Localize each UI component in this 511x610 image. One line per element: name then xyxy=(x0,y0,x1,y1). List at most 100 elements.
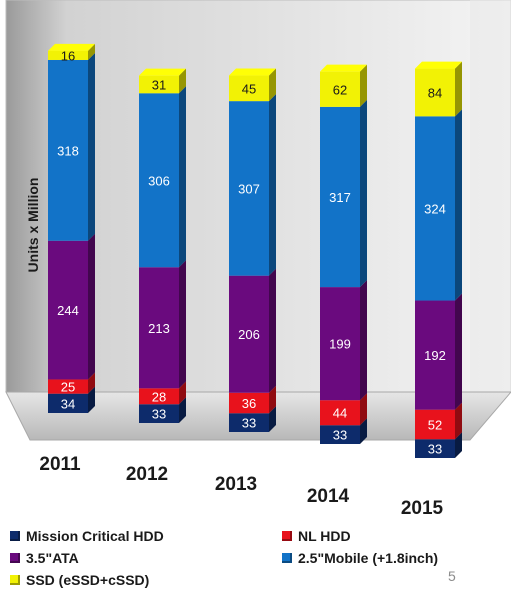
legend-item-2-5-mobile: 2.5"Mobile (+1.8inch) xyxy=(282,550,438,566)
bar-front xyxy=(320,287,360,401)
bar-side xyxy=(455,109,462,301)
legend-swatch xyxy=(282,553,292,563)
bar-top xyxy=(320,64,367,72)
data-label: 52 xyxy=(428,417,442,432)
bar-side xyxy=(360,99,367,288)
bar-top xyxy=(229,68,276,76)
bar-front xyxy=(48,379,88,394)
data-label: 45 xyxy=(242,81,256,96)
bar-side xyxy=(179,397,186,423)
bar-2-5-mobile-1-8inch-2011 xyxy=(48,52,95,241)
bar-side xyxy=(455,432,462,458)
bar-3-5-ata-2014 xyxy=(320,280,367,401)
bar-front xyxy=(139,404,179,423)
data-label: 324 xyxy=(424,201,446,216)
bar-2-5-mobile-1-8inch-2015 xyxy=(415,109,462,301)
bar-3-5-ata-2012 xyxy=(139,260,186,389)
bar-side xyxy=(179,381,186,405)
bar-side xyxy=(88,386,95,413)
legend-label: 3.5"ATA xyxy=(26,550,79,566)
data-label: 31 xyxy=(152,77,166,92)
x-axis-ticks: 2011 2012 2013 2014 2015 xyxy=(39,454,443,519)
data-label: 307 xyxy=(238,181,260,196)
data-label: 33 xyxy=(242,416,256,431)
x-tick-label: 2012 xyxy=(126,464,168,485)
bar-side xyxy=(269,385,276,414)
data-label: 318 xyxy=(57,143,79,158)
bar-side xyxy=(360,393,367,426)
data-label: 33 xyxy=(428,442,442,457)
bar-front xyxy=(320,71,360,107)
data-label: 199 xyxy=(329,337,351,352)
bar-front xyxy=(320,425,360,444)
data-label: 36 xyxy=(242,396,256,411)
bar-side xyxy=(269,406,276,432)
data-label: 317 xyxy=(329,190,351,205)
bar-3-5-ata-2011 xyxy=(48,233,95,380)
legend-swatch xyxy=(10,553,20,563)
legend-item-ssd: SSD (eSSD+cSSD) xyxy=(10,572,149,588)
data-label: 33 xyxy=(333,428,347,443)
bar-2-5-mobile-1-8inch-2013 xyxy=(229,94,276,276)
data-label: 33 xyxy=(152,407,166,422)
y-axis-label: Units x Million xyxy=(25,178,41,273)
bar-front xyxy=(415,300,455,410)
bar-stack-2015: 33 52 192 324 84 xyxy=(415,61,462,458)
data-label: 192 xyxy=(424,348,446,363)
bar-side xyxy=(269,94,276,276)
data-label: 213 xyxy=(148,321,170,336)
bar-side xyxy=(269,268,276,393)
legend-label: Mission Critical HDD xyxy=(26,528,164,544)
data-label: 34 xyxy=(61,396,75,411)
bar-stack-2013: 33 36 206 307 45 xyxy=(229,68,276,432)
bar-nl-hdd-2011 xyxy=(48,372,95,394)
bar-side xyxy=(455,61,462,117)
x-tick-label: 2015 xyxy=(401,498,444,519)
bar-side xyxy=(179,86,186,268)
bar-front xyxy=(415,409,455,440)
data-label: 84 xyxy=(428,85,442,100)
bar-side xyxy=(455,293,462,410)
bar-3-5-ata-2013 xyxy=(229,268,276,393)
bar-front xyxy=(229,101,269,276)
bar-side xyxy=(179,68,186,94)
legend-label: NL HDD xyxy=(298,528,351,544)
bar-side xyxy=(88,52,95,241)
data-label: 206 xyxy=(238,327,260,342)
bar-nl-hdd-2014 xyxy=(320,393,367,426)
bar-front xyxy=(320,400,360,426)
data-label: 244 xyxy=(57,303,79,318)
bar-mission-critical-hdd-2014 xyxy=(320,418,367,444)
bar-mission-critical-hdd-2012 xyxy=(139,397,186,423)
data-label: 16 xyxy=(61,48,75,63)
bar-ssd-essd-cssd-2015 xyxy=(415,61,462,117)
bar-nl-hdd-2013 xyxy=(229,385,276,414)
bar-2-5-mobile-1-8inch-2014 xyxy=(320,99,367,288)
side-wall xyxy=(470,0,511,438)
bar-top xyxy=(48,43,95,51)
bar-front xyxy=(139,267,179,389)
legend-item-mission-critical-hdd: Mission Critical HDD xyxy=(10,528,164,544)
bar-side xyxy=(88,233,95,380)
data-label: 28 xyxy=(152,389,166,404)
bar-mission-critical-hdd-2015 xyxy=(415,432,462,458)
bar-front xyxy=(415,68,455,117)
bar-front xyxy=(139,93,179,268)
bar-front xyxy=(229,75,269,102)
bar-stack-2014: 33 44 199 317 62 xyxy=(320,64,367,444)
bar-front xyxy=(48,50,88,60)
x-tick-label: 2014 xyxy=(307,486,350,507)
legend-item-3-5-ata: 3.5"ATA xyxy=(10,550,79,566)
x-tick-label: 2011 xyxy=(39,454,81,475)
bar-front xyxy=(48,59,88,241)
bar-front xyxy=(229,413,269,432)
data-label: 44 xyxy=(333,406,347,421)
data-label: 25 xyxy=(61,380,75,395)
bar-front xyxy=(229,392,269,414)
bar-mission-critical-hdd-2013 xyxy=(229,406,276,432)
bar-ssd-essd-cssd-2011 xyxy=(48,43,95,60)
bar-side xyxy=(360,280,367,401)
legend-item-nl-hdd: NL HDD xyxy=(282,528,351,544)
